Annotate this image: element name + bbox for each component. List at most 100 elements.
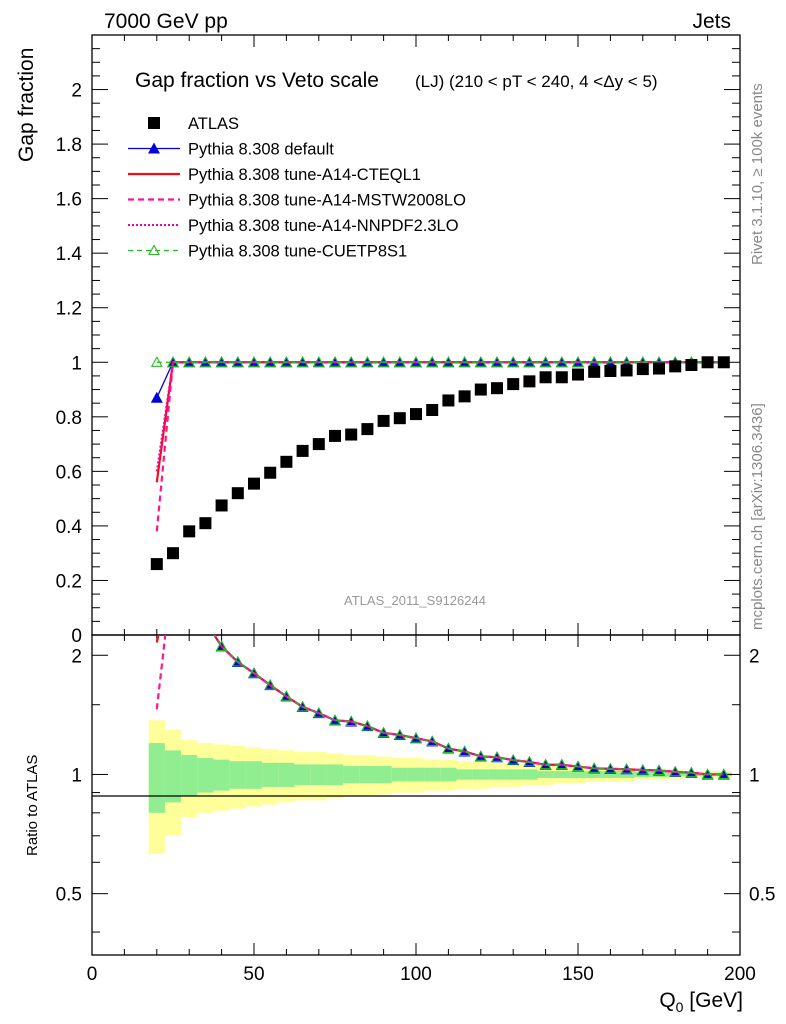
ratio-inner-band	[262, 762, 279, 787]
series-marker	[248, 356, 260, 367]
series-line	[155, 361, 724, 483]
ratio-marker	[184, 603, 194, 612]
ratio-marker	[442, 742, 455, 754]
atlas-point	[474, 383, 487, 396]
ratio-marker	[474, 750, 487, 761]
y-tick-label: 0.2	[56, 571, 82, 592]
ratio-inner-band	[505, 769, 522, 780]
x-tick-label: 100	[400, 964, 432, 985]
series-marker	[150, 391, 163, 403]
ratio-marker	[329, 714, 341, 725]
ratio-marker	[280, 690, 293, 701]
ratio-inner-band	[359, 766, 376, 784]
ratio-inner-band	[197, 758, 214, 793]
ratio-marker	[653, 764, 665, 776]
ratio-marker	[167, 561, 179, 572]
ratio-inner-band	[407, 767, 425, 782]
atlas-point	[296, 444, 309, 457]
atlas-point	[685, 359, 698, 371]
ratio-inner-band	[472, 769, 489, 780]
atlas-point	[620, 364, 633, 377]
ratio-inner-band	[586, 771, 603, 778]
ratio-inner-band	[488, 769, 506, 780]
series-marker	[426, 356, 439, 367]
ratio-inner-band	[440, 767, 457, 782]
ratio-marker	[345, 715, 358, 727]
ratio-inner-band	[456, 769, 473, 780]
atlas-point	[507, 378, 520, 391]
process-label: Jets	[692, 10, 731, 33]
ratio-marker	[264, 679, 277, 690]
series-marker	[474, 356, 487, 367]
atlas-point	[393, 412, 406, 425]
series-marker	[539, 356, 552, 367]
chart-title: Gap fraction vs Veto scale	[135, 69, 379, 92]
ratio-series	[155, 561, 730, 780]
ratio-inner-band	[326, 764, 344, 786]
series-marker	[491, 356, 503, 367]
y-tick-label: 0.6	[56, 462, 82, 483]
series-marker	[215, 356, 228, 367]
ratio-marker	[231, 655, 244, 667]
atlas-point	[199, 517, 212, 530]
series-marker	[199, 356, 212, 367]
ratio-inner-band	[602, 771, 619, 778]
series-marker	[458, 356, 471, 367]
ratio-marker	[312, 706, 325, 718]
ratio-tick-label-right: 1	[749, 765, 760, 786]
atlas-point	[458, 390, 471, 403]
ratio-marker	[393, 728, 406, 740]
atlas-point	[312, 438, 325, 451]
atlas-point	[588, 365, 601, 378]
ratio-marker	[200, 616, 210, 625]
ratio-tick-label-right: 2	[749, 646, 760, 667]
y-tick-label: 2	[71, 81, 82, 102]
atlas-point	[183, 525, 196, 538]
ratio-marker	[604, 762, 617, 774]
ratio-marker	[685, 766, 698, 778]
atlas-point	[491, 382, 503, 395]
ratio-inner-band	[553, 771, 570, 778]
ratio-marker	[377, 726, 390, 738]
y-axis-label: Gap fraction	[15, 48, 38, 162]
atlas-point	[410, 408, 422, 421]
atlas-point	[361, 423, 374, 436]
y-tick-label: 1.6	[56, 190, 82, 211]
ratio-marker	[361, 719, 374, 731]
atlas-point	[701, 356, 714, 369]
series-marker	[523, 356, 536, 367]
x-axis-label-sub: 0	[676, 999, 684, 1015]
x-tick-label: 50	[243, 964, 264, 985]
atlas-point	[572, 368, 584, 381]
series-marker	[361, 356, 374, 367]
legend-label: Pythia 8.308 tune-A14-CTEQL1	[188, 166, 421, 184]
chart-subtitle: (LJ) (210 < pT < 240, 4 <Δy < 5)	[415, 72, 658, 91]
series-marker	[572, 356, 584, 367]
series-line	[155, 361, 724, 532]
y-tick-label: 1.8	[56, 135, 82, 156]
ratio-inner-band	[310, 764, 327, 786]
series-marker	[183, 356, 196, 367]
atlas-point	[377, 414, 390, 427]
ratio-tick-label-right: 0.5	[749, 885, 775, 906]
ratio-y-axis-label: Ratio to ATLAS	[24, 755, 41, 856]
series-marker	[507, 356, 520, 367]
ratio-inner-band	[343, 766, 360, 784]
ratio-marker	[199, 615, 211, 626]
ratio-marker	[717, 768, 730, 780]
legend-label: Pythia 8.308 tune-A14-MSTW2008LO	[188, 192, 466, 210]
atlas-point	[280, 455, 293, 468]
ratio-marker	[620, 763, 633, 774]
series-marker	[264, 356, 277, 367]
ratio-inner-band	[245, 761, 263, 789]
ratio-marker	[183, 602, 195, 613]
y-tick-label: 1.4	[56, 244, 83, 265]
series-marker	[150, 356, 163, 367]
legend-label: ATLAS	[188, 115, 239, 133]
atlas-point	[523, 375, 536, 388]
atlas-point	[231, 487, 244, 500]
x-tick-label: 0	[87, 964, 98, 985]
y-tick-label: 1	[71, 353, 82, 374]
atlas-point	[555, 371, 568, 384]
